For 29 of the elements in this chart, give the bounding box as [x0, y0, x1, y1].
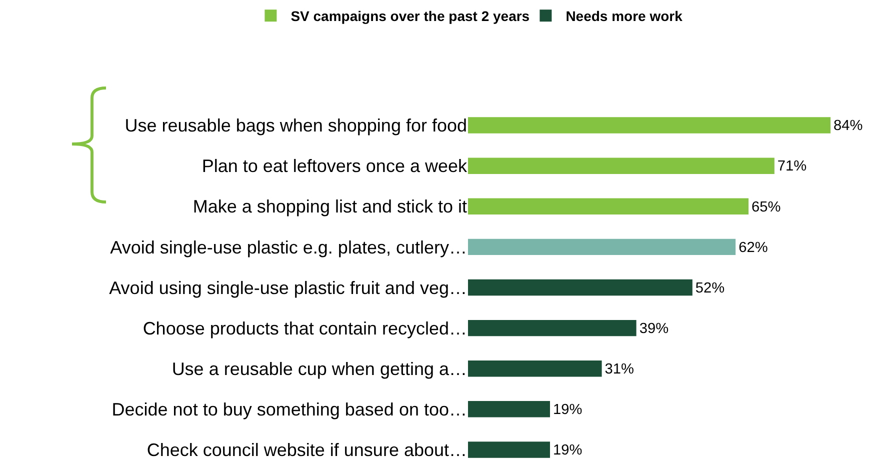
data-label: 39% — [639, 320, 669, 337]
data-label: 84% — [834, 118, 863, 134]
data-label: 19% — [553, 402, 582, 418]
legend-label: SV campaigns over the past 2 years — [290, 8, 530, 24]
data-label: 31% — [604, 361, 634, 378]
bar — [468, 360, 602, 377]
bar — [468, 442, 550, 458]
y-tick-label: Plan to eat leftovers once a week — [202, 156, 468, 176]
y-tick-label: Use a reusable cup when getting a… — [172, 358, 467, 379]
bar — [468, 320, 636, 336]
bar — [468, 117, 831, 134]
bar — [468, 238, 736, 256]
y-tick-label: Use reusable bags when shopping for food — [124, 116, 467, 136]
legend-label: Needs more work — [566, 8, 683, 24]
y-tick-label: Avoid using single-use plastic fruit and veg… — [109, 278, 467, 298]
data-label: 71% — [777, 158, 807, 175]
data-label: 62% — [738, 240, 768, 256]
bar — [468, 279, 692, 296]
y-tick-label: Decide not to buy something based on too… — [112, 399, 467, 420]
data-label: 52% — [695, 280, 725, 296]
y-tick-label: Make a shopping list and stick to it — [192, 196, 467, 217]
data-label: 19% — [553, 442, 582, 459]
bar — [468, 401, 550, 418]
y-tick-label: Choose products that contain recycled… — [142, 318, 467, 338]
bar — [468, 198, 749, 214]
y-tick-label: Avoid single-use plastic e.g. plates, cutlery… — [110, 237, 467, 258]
y-tick-label: Check council website if unsure about… — [146, 440, 467, 460]
bar — [468, 158, 774, 174]
data-label: 65% — [752, 199, 781, 216]
